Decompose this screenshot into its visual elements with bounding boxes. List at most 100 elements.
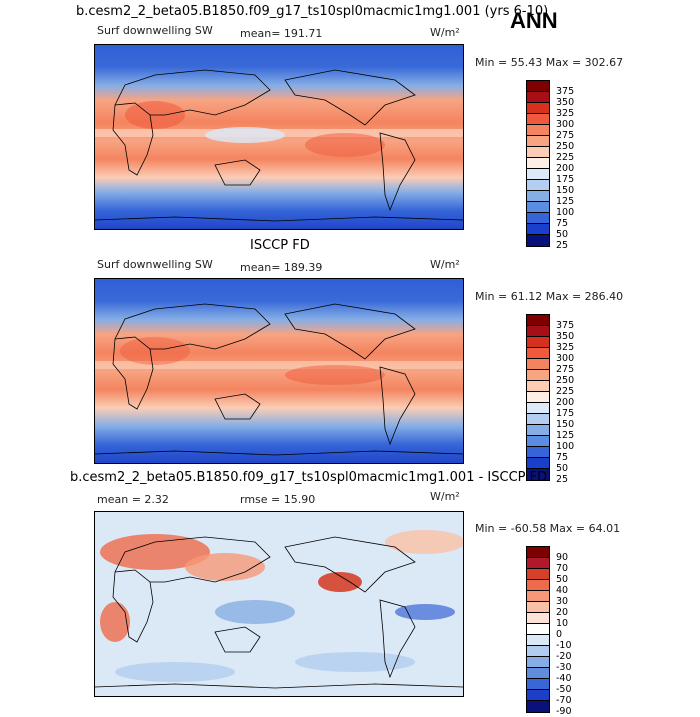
panel3-title: b.cesm2_2_beta05.B1850.f09_g17_ts10spl0m…	[70, 470, 548, 485]
colorbar-box	[527, 348, 549, 359]
panel1-variable-label: Surf downwelling SW	[97, 24, 213, 37]
panel1-units-label: W/m²	[430, 26, 460, 39]
colorbar-tick-label: -40	[556, 673, 572, 684]
colorbar-tick-label: 50	[556, 574, 569, 585]
panel3-colorbar	[526, 546, 550, 713]
colorbar-tick-label: -10	[556, 640, 572, 651]
season-label: ANN	[510, 8, 558, 33]
colorbar-box	[527, 668, 549, 679]
colorbar-tick-label: 125	[556, 430, 575, 441]
colorbar-box	[527, 315, 549, 326]
colorbar-box	[527, 202, 549, 213]
colorbar-tick-label: 225	[556, 386, 575, 397]
colorbar-box	[527, 169, 549, 180]
colorbar-tick-label: 25	[556, 474, 569, 485]
panel2-mean-label: mean= 189.39	[240, 261, 323, 274]
colorbar-tick-label: 25	[556, 240, 569, 251]
colorbar-tick-label: 300	[556, 353, 575, 364]
colorbar-tick-label: -20	[556, 651, 572, 662]
colorbar-box	[527, 180, 549, 191]
panel3-colorbar-labels: 90 70 50 40 30 20 10 0 -10 -20 -30 -40 -…	[556, 552, 572, 717]
colorbar-box	[527, 213, 549, 224]
colorbar-box	[527, 403, 549, 414]
colorbar-tick-label: -50	[556, 684, 572, 695]
panel1-colorbar	[526, 80, 550, 247]
panel3-mean-label: mean = 2.32	[97, 493, 169, 506]
colorbar-box	[527, 125, 549, 136]
colorbar-tick-label: 275	[556, 130, 575, 141]
colorbar-tick-label: 150	[556, 185, 575, 196]
colorbar-box	[527, 81, 549, 92]
colorbar-tick-label: 200	[556, 397, 575, 408]
colorbar-tick-label: 75	[556, 218, 569, 229]
colorbar-box	[527, 224, 549, 235]
panel3-minmax-stats: Min = -60.58 Max = 64.01	[475, 522, 621, 535]
colorbar-box	[527, 414, 549, 425]
colorbar-tick-label: 225	[556, 152, 575, 163]
panel2-title: ISCCP FD	[250, 238, 310, 253]
colorbar-tick-label: -30	[556, 662, 572, 673]
colorbar-box	[527, 569, 549, 580]
colorbar-box	[527, 624, 549, 635]
panel2-map-svg	[95, 279, 463, 463]
colorbar-box	[527, 458, 549, 469]
colorbar-box	[527, 558, 549, 569]
colorbar-tick-label: 275	[556, 364, 575, 375]
colorbar-tick-label: 300	[556, 119, 575, 130]
colorbar-tick-label: 50	[556, 229, 569, 240]
panel2-colorbar-labels: 375 350 325 300 275 250 225 200 175 150 …	[556, 320, 574, 485]
colorbar-box	[527, 337, 549, 348]
colorbar-tick-label: 150	[556, 419, 575, 430]
colorbar-tick-label: 125	[556, 196, 575, 207]
colorbar-box	[527, 136, 549, 147]
colorbar-box	[527, 679, 549, 690]
panel1-minmax-stats: Min = 55.43 Max = 302.67	[475, 56, 624, 69]
colorbar-box	[527, 326, 549, 337]
panel2-map	[94, 278, 464, 464]
colorbar-tick-label: 20	[556, 607, 569, 618]
colorbar-tick-label: 100	[556, 441, 575, 452]
colorbar-tick-label: 250	[556, 141, 575, 152]
panel1-map	[94, 44, 464, 230]
colorbar-box	[527, 591, 549, 602]
colorbar-box	[527, 392, 549, 403]
colorbar-box	[527, 381, 549, 392]
colorbar-tick-label: 70	[556, 563, 569, 574]
colorbar-box	[527, 359, 549, 370]
colorbar-box	[527, 547, 549, 558]
colorbar-tick-label: 175	[556, 174, 575, 185]
colorbar-box	[527, 103, 549, 114]
panel1-mean-label: mean= 191.71	[240, 27, 323, 40]
colorbar-tick-label: 200	[556, 163, 575, 174]
colorbar-box	[527, 635, 549, 646]
colorbar-box	[527, 701, 549, 712]
panel2-units-label: W/m²	[430, 258, 460, 271]
colorbar-box	[527, 646, 549, 657]
panel2-minmax-stats: Min = 61.12 Max = 286.40	[475, 290, 624, 303]
colorbar-box	[527, 370, 549, 381]
colorbar-box	[527, 436, 549, 447]
colorbar-tick-label: 0	[556, 629, 563, 640]
colorbar-tick-label: 325	[556, 342, 575, 353]
panel1-colorbar-labels: 375 350 325 300 275 250 225 200 175 150 …	[556, 86, 574, 251]
colorbar-box	[527, 158, 549, 169]
panel2-colorbar	[526, 314, 550, 481]
colorbar-box	[527, 235, 549, 246]
colorbar-tick-label: 75	[556, 452, 569, 463]
colorbar-tick-label: -90	[556, 706, 572, 717]
colorbar-box	[527, 657, 549, 668]
panel3-map-svg	[95, 512, 463, 696]
colorbar-tick-label: 90	[556, 552, 569, 563]
colorbar-box	[527, 191, 549, 202]
colorbar-tick-label: 50	[556, 463, 569, 474]
colorbar-box	[527, 690, 549, 701]
panel3-map	[94, 511, 464, 697]
colorbar-box	[527, 469, 549, 480]
colorbar-box	[527, 147, 549, 158]
colorbar-tick-label: 350	[556, 331, 575, 342]
panel3-rmse-label: rmse = 15.90	[240, 493, 316, 506]
colorbar-box	[527, 447, 549, 458]
colorbar-tick-label: 175	[556, 408, 575, 419]
colorbar-tick-label: -70	[556, 695, 572, 706]
panel3-units-label: W/m²	[430, 490, 460, 503]
